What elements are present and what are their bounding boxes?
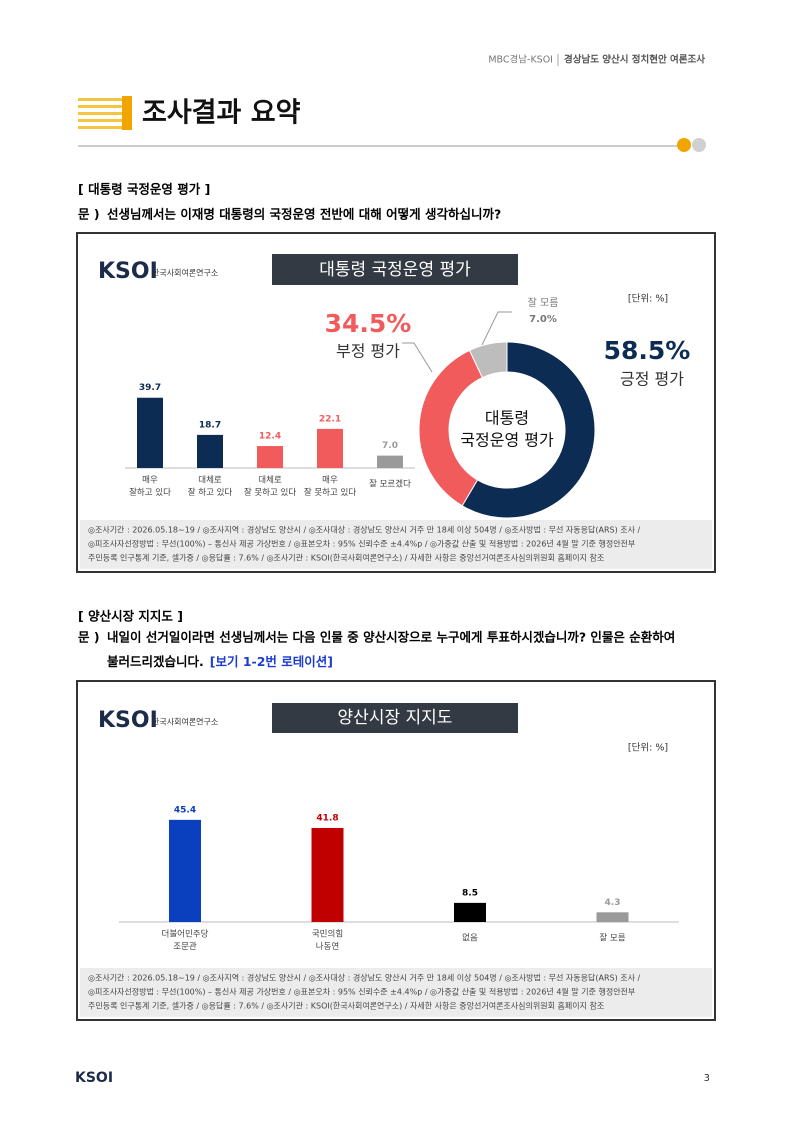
category-label: 매우 <box>322 476 338 486</box>
category-label: 더불어민주당 <box>162 929 209 940</box>
value-label: 8.5 <box>462 888 478 898</box>
donut-slice <box>418 349 483 507</box>
category-label: 잘 하고 있다 <box>188 487 233 498</box>
category-label: 대체로 <box>258 475 282 486</box>
chart-title-box <box>272 703 518 733</box>
header-source: MBC경남-KSOI <box>488 54 553 66</box>
leader-line <box>402 342 433 373</box>
logo-mark: KSOI <box>98 708 158 733</box>
bar <box>169 819 201 922</box>
survey-note: 주민등록 인구통계 기준, 셀가중 / ◎응답률 : 7.6% / ◎조사기관 … <box>88 553 604 563</box>
donut-category-label: 긍정 평가 <box>620 370 684 389</box>
value-label: 41.8 <box>316 813 338 823</box>
donut-category-label: 잘 모름 <box>528 297 559 309</box>
category-label: 잘 모르겠다 <box>369 479 411 490</box>
category-label: 매우 <box>142 476 158 486</box>
question-text: 내일이 선거일이라면 선생님께서는 다음 인물 중 양산시장으로 누구에게 투표… <box>107 630 675 645</box>
question-prefix: 문 ) <box>78 207 100 222</box>
section-label: [ 양산시장 지지도 ] <box>78 609 183 624</box>
survey-note: ◎피조사자선정방법 : 무선(100%) – 통신사 제공 가상번호 / ◎표본… <box>88 539 635 549</box>
unit: [단위: %] <box>628 293 668 305</box>
chart-title-box <box>272 254 518 285</box>
bar <box>137 397 163 468</box>
bar <box>454 902 486 922</box>
category-label: 국민의힘 <box>312 929 343 940</box>
donut-value-label: 34.5% <box>325 309 412 338</box>
header-survey: 경상남도 양산시 정치현안 여론조사 <box>564 54 705 66</box>
donut-center-label: 국정운영 평가 <box>460 431 554 450</box>
category-label: 잘 모름 <box>599 933 625 944</box>
donut-center-label: 대통령 <box>485 409 529 428</box>
bar <box>257 446 283 468</box>
bar <box>197 434 223 468</box>
section-label: [ 대통령 국정운영 평가 ] <box>78 182 210 197</box>
category-label: 없음 <box>462 934 478 944</box>
donut-slice <box>461 341 596 519</box>
value-label: 12.4 <box>259 432 281 442</box>
value-label: 45.4 <box>174 805 196 815</box>
chart-panel <box>76 232 716 573</box>
value-label: 39.7 <box>139 383 161 393</box>
title-stripes <box>78 96 132 130</box>
chart-title: 양산시장 지지도 <box>338 708 453 728</box>
footer-logo: KSOI <box>75 1070 113 1086</box>
dot <box>692 138 706 152</box>
unit: [단위: %] <box>628 742 668 754</box>
donut-value-label: 7.0% <box>529 314 557 325</box>
logo-mark: KSOI <box>98 259 158 284</box>
donut-slice <box>468 341 508 379</box>
donut-value-label: 58.5% <box>604 336 691 365</box>
logo-org: 한국사회여론연구소 <box>152 268 218 278</box>
category-label: 나동연 <box>316 942 339 952</box>
category-label: 잘 못하고 있다 <box>244 487 297 498</box>
bar <box>377 455 403 468</box>
bar <box>311 827 344 922</box>
bar <box>596 912 629 922</box>
note-box <box>80 520 712 569</box>
chart-title: 대통령 국정운영 평가 <box>319 260 471 280</box>
question-note: [보기 1-2번 로테이션] <box>210 654 333 669</box>
question-text: 불러드리겠습니다. [보기 1-2번 로테이션] <box>107 654 333 669</box>
category-label: 대체로 <box>198 475 222 486</box>
question-text: 선생님께서는 이재명 대통령의 국정운영 전반에 대해 어떻게 생각하십니까? <box>107 207 501 222</box>
survey-note: ◎피조사자선정방법 : 무선(100%) – 통신사 제공 가상번호 / ◎표본… <box>88 987 635 997</box>
value-label: 22.1 <box>319 414 341 424</box>
logo-org: 한국사회여론연구소 <box>152 717 218 727</box>
bar <box>317 428 343 468</box>
value-label: 7.0 <box>382 441 398 451</box>
category-label: 잘 못하고 있다 <box>304 487 357 498</box>
question-line: 불러드리겠습니다. <box>107 654 204 669</box>
note-box <box>80 968 712 1017</box>
survey-note: ◎조사기간 : 2026.05.18~19 / ◎조사지역 : 경상남도 양산시… <box>88 973 641 983</box>
category-label: 잘하고 있다 <box>129 487 171 498</box>
leader-line <box>481 311 512 346</box>
survey-note: 주민등록 인구통계 기준, 셀가중 / ◎응답률 : 7.6% / ◎조사기관 … <box>88 1001 604 1011</box>
survey-note: ◎조사기간 : 2026.05.18~19 / ◎조사지역 : 경상남도 양산시… <box>88 525 641 535</box>
value-label: 18.7 <box>199 420 221 430</box>
value-label: 4.3 <box>605 898 621 908</box>
dot <box>677 138 691 152</box>
page-number: 3 <box>704 1073 710 1084</box>
donut-category-label: 부정 평가 <box>336 342 400 361</box>
question-prefix: 문 ) <box>78 630 100 645</box>
page-title: 조사결과 요약 <box>142 98 301 129</box>
category-label: 조문관 <box>173 941 197 952</box>
